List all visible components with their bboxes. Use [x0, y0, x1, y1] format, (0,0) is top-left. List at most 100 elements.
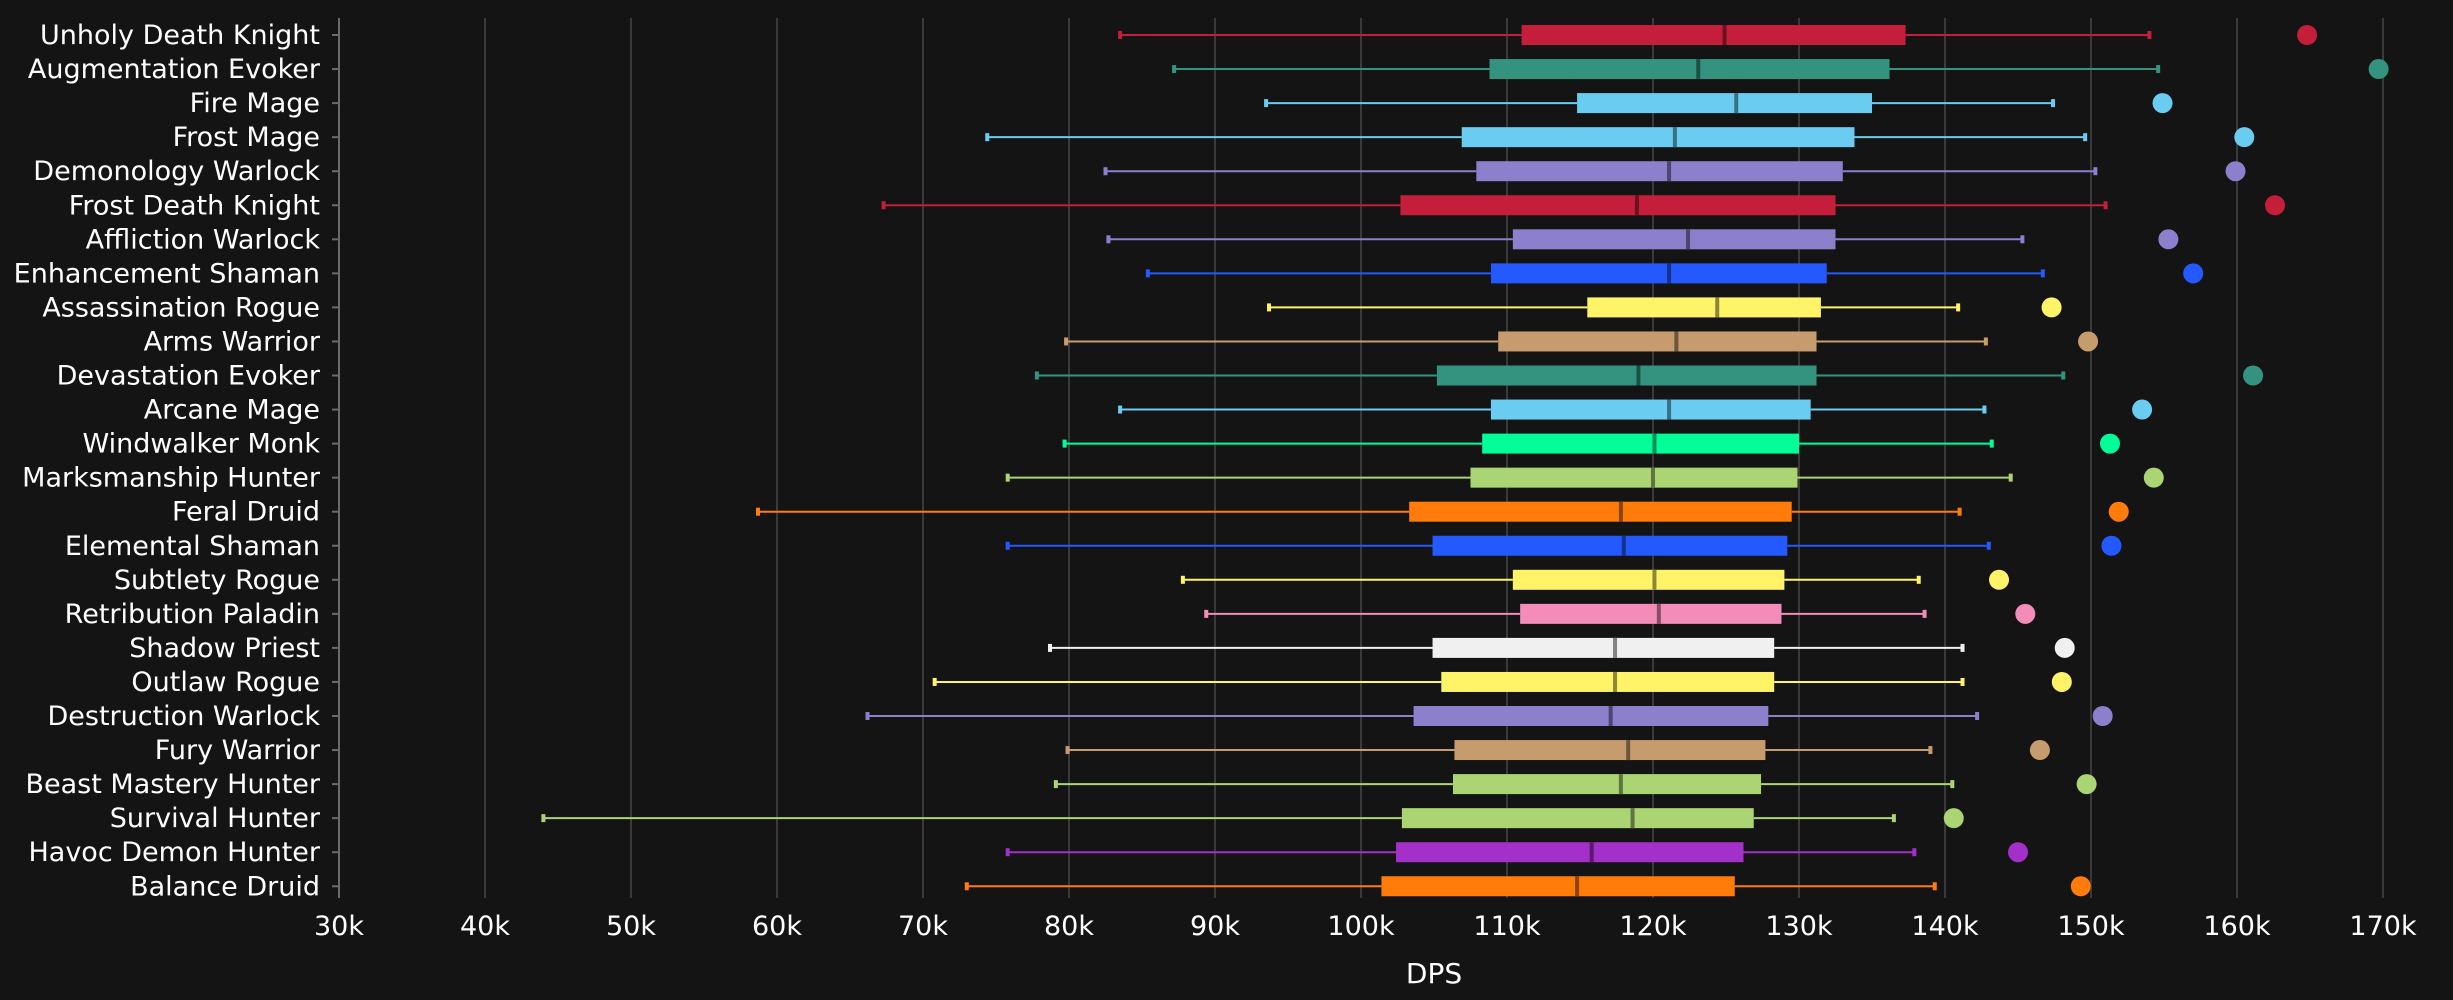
whisker-cap-min	[881, 201, 886, 210]
box-group	[865, 706, 2113, 726]
median-marker	[1696, 59, 1701, 80]
box-group	[1065, 740, 2050, 761]
median-marker	[1618, 501, 1623, 522]
category-label: Augmentation Evoker	[28, 54, 321, 85]
median-marker	[1674, 331, 1679, 352]
whisker-cap-min	[1118, 31, 1123, 39]
outlier-point	[1989, 569, 2010, 590]
box-iqr	[1409, 501, 1792, 522]
category-label: Demonology Warlock	[33, 156, 320, 187]
box-iqr	[1381, 876, 1735, 897]
whisker-cap-max	[1960, 643, 1965, 652]
outlier-point	[2092, 706, 2113, 726]
box-group	[1103, 161, 2246, 182]
whisker-cap-min	[1204, 609, 1209, 618]
box-group	[1118, 399, 2153, 420]
median-marker	[1667, 399, 1672, 420]
whisker-cap-min	[932, 677, 937, 686]
whisker-cap-max	[1975, 712, 1980, 720]
x-tick-label: 170k	[2349, 911, 2417, 942]
y-axis-ticks	[332, 34, 339, 888]
median-marker	[1589, 842, 1594, 863]
whisker-cap-max	[2156, 65, 2161, 74]
whisker-cap-max	[2040, 269, 2045, 278]
median-marker	[1636, 365, 1641, 386]
whisker-cap-max	[2008, 473, 2013, 482]
x-tick-label: 100k	[1327, 911, 1395, 942]
median-marker	[1652, 569, 1657, 590]
category-label: Affliction Warlock	[86, 224, 321, 255]
box-iqr	[1512, 229, 1836, 250]
box-group	[1172, 59, 2389, 80]
box-iqr	[1489, 59, 1890, 80]
whisker-cap-min	[1034, 371, 1039, 380]
whisker-cap-min	[985, 133, 990, 142]
box-group	[1005, 535, 2122, 556]
outlier-point	[2029, 740, 2050, 761]
x-tick-label: 50k	[606, 911, 656, 942]
box-group	[1180, 569, 2010, 590]
whisker-cap-max	[1956, 303, 1961, 312]
outlier-point	[2108, 501, 2129, 522]
box-iqr	[1396, 842, 1744, 863]
whisker-cap-min	[1005, 848, 1010, 857]
median-marker	[1613, 671, 1618, 692]
box-group	[1118, 25, 2318, 45]
median-marker	[1618, 774, 1623, 795]
median-marker	[1734, 93, 1739, 114]
category-label: Havoc Demon Hunter	[28, 837, 320, 868]
box-group	[1005, 467, 2164, 488]
category-label: Assassination Rogue	[42, 292, 320, 323]
x-tick-label: 80k	[1044, 911, 1094, 942]
category-label: Destruction Warlock	[47, 701, 320, 732]
box-iqr	[1476, 161, 1843, 182]
outlier-point	[2143, 467, 2164, 488]
category-label: Arcane Mage	[144, 395, 320, 426]
x-tick-label: 110k	[1473, 911, 1541, 942]
whisker-cap-max	[1982, 405, 1987, 414]
median-marker	[1626, 740, 1631, 761]
whisker-cap-max	[1912, 848, 1917, 857]
outlier-point	[1943, 808, 1964, 829]
median-marker	[1667, 161, 1672, 182]
outlier-point	[2070, 876, 2091, 897]
whisker-cap-max	[1957, 507, 1962, 516]
whisker-cap-max	[2020, 235, 2025, 244]
whisker-cap-max	[2093, 167, 2098, 176]
category-label: Windwalker Monk	[82, 429, 320, 460]
category-label: Arms Warrior	[144, 326, 321, 357]
box-iqr	[1452, 774, 1762, 795]
x-tick-label: 150k	[2057, 911, 2125, 942]
x-tick-label: 160k	[2203, 911, 2271, 942]
median-marker	[1634, 195, 1639, 216]
box-iqr	[1454, 740, 1766, 761]
outlier-point	[2264, 195, 2285, 216]
whisker-cap-min	[1053, 780, 1058, 789]
box-iqr	[1401, 808, 1754, 829]
box-iqr	[1498, 331, 1817, 352]
box-group	[1264, 93, 2173, 114]
whisker-cap-max	[1891, 814, 1896, 823]
outlier-point	[2008, 842, 2028, 863]
box-iqr	[1490, 263, 1827, 284]
outlier-point	[2183, 263, 2204, 284]
whisker-cap-min	[756, 507, 761, 516]
category-label: Survival Hunter	[110, 803, 321, 834]
outlier-point	[2051, 671, 2072, 692]
whisker-cap-min	[1264, 99, 1269, 108]
median-marker	[1613, 637, 1618, 658]
whisker-cap-max	[1922, 609, 1927, 618]
whisker-cap-min	[1005, 473, 1010, 482]
box-iqr	[1461, 127, 1855, 148]
box-group	[756, 501, 2129, 522]
outlier-point	[2132, 399, 2153, 420]
whisker-cap-min	[1062, 439, 1067, 448]
whisker-cap-min	[1005, 541, 1010, 550]
median-marker	[1656, 603, 1661, 624]
median-marker	[1575, 876, 1580, 897]
median-marker	[1672, 127, 1677, 148]
category-label: Fury Warrior	[155, 735, 321, 766]
box-group	[1053, 774, 2097, 795]
